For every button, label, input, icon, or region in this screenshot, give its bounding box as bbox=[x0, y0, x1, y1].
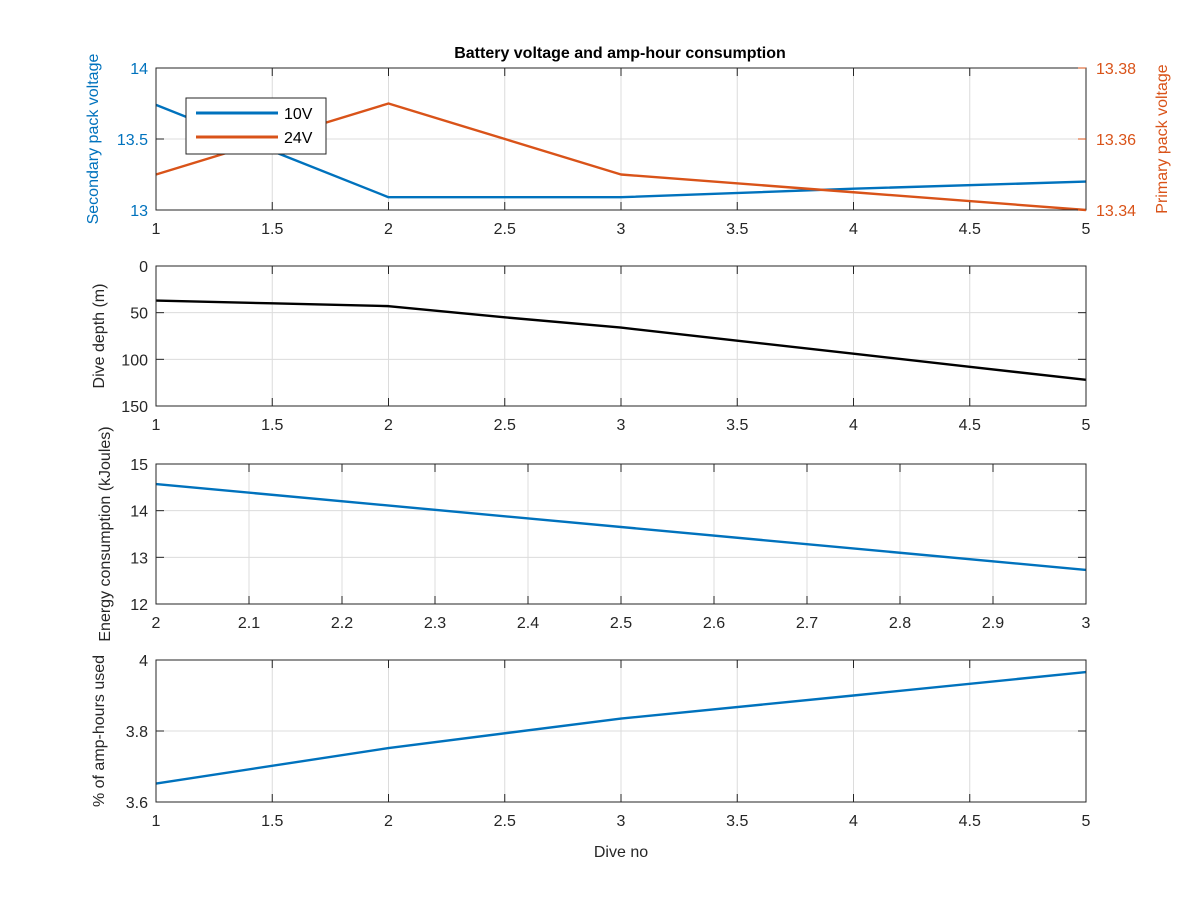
y-right-tick-label: 13.38 bbox=[1096, 61, 1136, 78]
panel-1-ylabel: Secondary pack voltage bbox=[85, 54, 102, 225]
panel-1-ylabel-right: Primary pack voltage bbox=[1154, 64, 1171, 213]
panel-4-xticks: 1 1.5 2 2.5 3 3.5 4 4.5 5 bbox=[152, 660, 1091, 830]
x-tick-label: 2.5 bbox=[494, 813, 516, 830]
series-line bbox=[155, 670, 1087, 785]
x-tick-label: 4 bbox=[849, 417, 858, 434]
x-tick-label: 2.6 bbox=[703, 615, 725, 632]
x-tick-label: 2.4 bbox=[517, 615, 539, 632]
y-tick-label: 50 bbox=[130, 306, 148, 323]
x-tick-label: 2.5 bbox=[494, 221, 516, 238]
panel-4: 1 1.5 2 2.5 3 3.5 4 4.5 5 3.6 3.8 4 % of amp-hours… bbox=[91, 653, 1091, 861]
x-tick-label: 3.5 bbox=[726, 417, 748, 434]
x-tick-label: 4 bbox=[849, 813, 858, 830]
x-tick-label: 2.5 bbox=[610, 615, 632, 632]
y-tick-label: 3.6 bbox=[126, 795, 148, 812]
x-tick-label: 5 bbox=[1082, 417, 1091, 434]
x-tick-label: 2.1 bbox=[238, 615, 260, 632]
y-tick-label: 150 bbox=[121, 399, 148, 416]
panel-4-yticks: 3.6 3.8 4 bbox=[126, 653, 1086, 812]
x-tick-label: 2 bbox=[384, 221, 393, 238]
panel-2-ylabel: Dive depth (m) bbox=[91, 284, 108, 389]
x-tick-label: 2.3 bbox=[424, 615, 446, 632]
x-tick-label: 3 bbox=[617, 813, 626, 830]
y-right-tick-label: 13.36 bbox=[1096, 132, 1136, 149]
x-tick-label: 4.5 bbox=[959, 221, 981, 238]
x-tick-label: 4.5 bbox=[959, 813, 981, 830]
y-tick-label: 13.5 bbox=[117, 132, 148, 149]
y-tick-label: 13 bbox=[130, 203, 148, 220]
y-tick-label: 15 bbox=[130, 457, 148, 474]
panel-4-ylabel: % of amp-hours used bbox=[91, 655, 108, 807]
legend: 10V 24V bbox=[185, 97, 327, 155]
legend-label-24v: 24V bbox=[284, 130, 313, 147]
series-line-10v bbox=[155, 103, 1087, 199]
x-tick-label: 4 bbox=[849, 221, 858, 238]
x-tick-label: 3 bbox=[617, 221, 626, 238]
figure-title: Battery voltage and amp-hour consumption bbox=[454, 45, 786, 62]
x-tick-label: 1.5 bbox=[261, 813, 283, 830]
x-tick-label: 2.7 bbox=[796, 615, 818, 632]
x-tick-label: 5 bbox=[1082, 221, 1091, 238]
panel-2: 1 1.5 2 2.5 3 3.5 4 4.5 5 0 50 100 150 Dive depth (… bbox=[91, 259, 1091, 434]
y-tick-label: 12 bbox=[130, 597, 148, 614]
y-right-tick-label: 13.34 bbox=[1096, 203, 1136, 220]
series-line bbox=[155, 482, 1087, 572]
x-tick-label: 2 bbox=[384, 813, 393, 830]
panel-1-yticks-right: 13.34 13.36 13.38 bbox=[1078, 61, 1136, 220]
y-tick-label: 100 bbox=[121, 352, 148, 369]
x-tick-label: 1 bbox=[152, 221, 161, 238]
panel-3: 2 2.1 2.2 2.3 2.4 2.5 2.6 2.7 2.8 2.9 3 12 13 14 15 E… bbox=[97, 426, 1091, 641]
y-tick-label: 0 bbox=[139, 259, 148, 276]
x-tick-label: 1.5 bbox=[261, 417, 283, 434]
y-tick-label: 13 bbox=[130, 550, 148, 567]
x-tick-label: 2.8 bbox=[889, 615, 911, 632]
panel-2-series bbox=[155, 299, 1087, 382]
x-tick-label: 2 bbox=[152, 615, 161, 632]
panel-2-yticks: 0 50 100 150 bbox=[121, 259, 1086, 416]
legend-box bbox=[185, 97, 327, 155]
x-tick-label: 2 bbox=[384, 417, 393, 434]
y-tick-label: 14 bbox=[130, 61, 148, 78]
panel-3-yticks: 12 13 14 15 bbox=[130, 457, 1086, 614]
panel-3-series bbox=[155, 482, 1087, 572]
x-tick-label: 1.5 bbox=[261, 221, 283, 238]
x-tick-label: 2.2 bbox=[331, 615, 353, 632]
y-tick-label: 4 bbox=[139, 653, 148, 670]
x-tick-label: 5 bbox=[1082, 813, 1091, 830]
panel-3-xticks: 2 2.1 2.2 2.3 2.4 2.5 2.6 2.7 2.8 2.9 3 bbox=[152, 464, 1091, 632]
panel-2-xticks: 1 1.5 2 2.5 3 3.5 4 4.5 5 bbox=[152, 266, 1091, 434]
panel-4-series bbox=[155, 670, 1087, 785]
panel-3-ylabel: Energy consumption (kJoules) bbox=[97, 426, 114, 641]
x-tick-label: 2.5 bbox=[494, 417, 516, 434]
x-tick-label: 3 bbox=[617, 417, 626, 434]
x-tick-label: 3.5 bbox=[726, 813, 748, 830]
panel-4-xlabel: Dive no bbox=[594, 844, 648, 861]
panel-1-yticks: 13 13.5 14 bbox=[117, 61, 164, 220]
x-tick-label: 4.5 bbox=[959, 417, 981, 434]
x-tick-label: 1 bbox=[152, 813, 161, 830]
x-tick-label: 2.9 bbox=[982, 615, 1004, 632]
x-tick-label: 1 bbox=[152, 417, 161, 434]
x-tick-label: 3 bbox=[1082, 615, 1091, 632]
legend-label-10v: 10V bbox=[284, 106, 313, 123]
x-tick-label: 3.5 bbox=[726, 221, 748, 238]
y-tick-label: 3.8 bbox=[126, 724, 148, 741]
y-tick-label: 14 bbox=[130, 504, 148, 521]
panel-1-xticks: 1 1.5 2 2.5 3 3.5 4 4.5 5 bbox=[152, 68, 1091, 238]
series-line bbox=[155, 299, 1087, 382]
